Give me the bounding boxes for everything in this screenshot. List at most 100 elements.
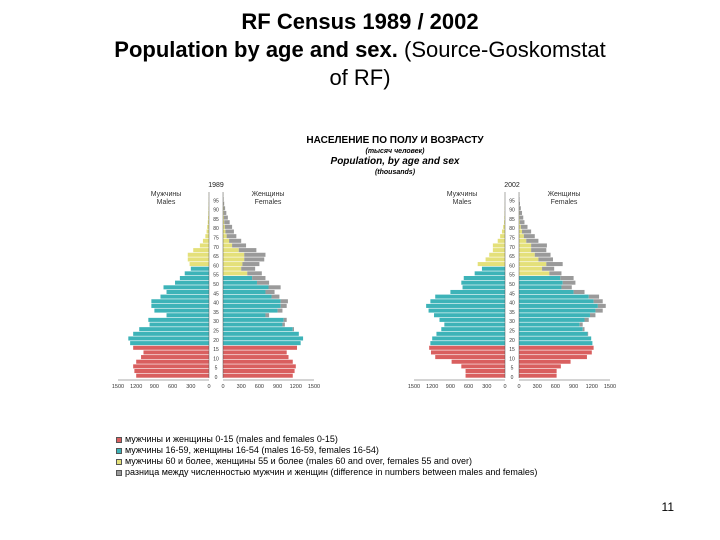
title-line-2: Population by age and sex. (Source-Gosko… [0,36,720,64]
bar-1989-female-excess-24 [242,262,260,267]
bar-2002-female-excess-33 [519,220,525,225]
age-tick-2002-10: 50 [509,282,515,288]
bar-2002-female-excess-32 [520,224,528,229]
bar-1989-female-35 [223,210,224,215]
bar-2002-female-excess-13 [589,313,596,318]
x-tick-right-2002-5: 1500 [604,384,616,390]
bar-1989-female-excess-37 [223,201,225,206]
bar-2002-male-10 [441,327,505,332]
bar-2002-male-34 [504,215,505,220]
age-tick-2002-1: 5 [511,366,514,372]
age-axis-2002 [505,192,519,378]
bar-1989-male-0 [136,373,209,378]
bar-2002-male-8 [432,336,505,341]
bar-2002-female-excess-20 [562,280,576,285]
x-tick-left-2002-4: 300 [482,384,491,390]
bar-2002-female-15 [519,303,598,308]
legend-label-elderly: мужчины 60 и более, женщины 55 и более (… [125,456,472,466]
age-tick-1989-1: 5 [215,366,218,372]
title-line-3: of RF) [329,65,391,90]
bar-2002-female-14 [519,308,596,313]
bar-2002-female-9 [519,331,588,336]
age-tick-2002-15: 75 [509,236,515,242]
bar-2002-male-26 [489,252,505,257]
legend-item-child: мужчины и женщины 0-15 (males and female… [116,434,537,445]
bar-2002-male-33 [504,220,505,225]
age-tick-1989-12: 60 [213,263,219,269]
bar-1989-female-9 [223,331,299,336]
bar-1989-male-15 [151,303,209,308]
bar-1989-female-21 [223,276,253,281]
bar-1989-male-21 [179,276,209,281]
bar-2002-female-excess-34 [519,215,524,220]
bar-1989-female-25 [223,257,245,262]
bar-1989-male-9 [133,331,209,336]
bar-2002-male-29 [497,238,505,243]
legend-swatch-difference [116,469,122,476]
bar-2002-female-22 [519,271,550,276]
bar-2002-female-28 [519,243,532,248]
age-tick-1989-7: 35 [213,310,219,316]
bar-1989-male-27 [193,248,209,253]
bar-2002-female-32 [519,224,521,229]
bar-1989-male-3 [136,359,209,364]
bar-1989-female-excess-19 [268,285,281,290]
bar-2002-female-29 [519,238,527,243]
females-label-ru-1989: Женщины [252,191,285,198]
bar-1989-male-1 [134,369,209,374]
age-tick-2002-18: 90 [509,208,515,214]
bar-2002-female-17 [519,294,589,299]
bar-1989-female-23 [223,266,242,271]
bar-2002-female-excess-16 [593,299,603,304]
bar-1989-male-5 [143,350,209,355]
x-tick-right-1989-4: 1200 [290,384,302,390]
females-label-ru-2002: Женщины [548,191,581,198]
bar-1989-female-27 [223,248,239,253]
bar-2002-male-15 [426,303,505,308]
bar-1989-male-10 [139,327,209,332]
bar-1989-male-24 [189,262,209,267]
bar-1989-female-excess-16 [280,299,288,304]
bar-1989-female-30 [223,234,227,239]
bar-2002-female-excess-14 [595,308,603,313]
chart-subtitle-en: (thousands) [375,169,416,176]
bar-2002-male-20 [461,280,505,285]
bar-1989-female-26 [223,252,245,257]
bar-1989-female-1 [223,369,295,374]
bar-2002-male-12 [439,317,505,322]
bar-2002-female-0 [519,373,557,378]
bar-1989-female-0 [223,373,293,378]
age-tick-2002-6: 30 [509,319,515,325]
x-tick-left-2002-3: 600 [464,384,473,390]
bar-2002-male-6 [429,345,505,350]
bar-1989-male-33 [207,220,209,225]
legend-label-difference: разница между численностью мужчин и женщ… [125,467,538,477]
bar-1989-male-25 [187,257,209,262]
x-tick-right-2002-3: 900 [569,384,578,390]
legend-swatch-elderly [116,458,122,465]
bar-1989-female-excess-12 [283,317,287,322]
bar-2002-female-excess-27 [531,248,547,253]
bar-1989-female-8 [223,336,304,341]
bar-1989-female-13 [223,313,266,318]
bar-2002-female-3 [519,359,571,364]
bar-1989-female-20 [223,280,257,285]
bar-1989-female-12 [223,317,284,322]
page-number: 11 [661,500,674,514]
bar-2002-male-31 [501,229,505,234]
females-label-en-2002: Females [551,199,578,206]
bar-1989-male-11 [149,322,209,327]
bar-2002-male-14 [428,308,505,313]
x-tick-left-1989-4: 300 [186,384,195,390]
bar-2002-female-25 [519,257,539,262]
bar-1989-female-excess-29 [229,238,242,243]
bar-1989-female-5 [223,350,287,355]
bar-1989-male-14 [154,308,209,313]
age-tick-2002-14: 70 [509,245,515,251]
age-tick-1989-9: 45 [213,291,219,297]
x-tick-left-1989-5: 0 [207,384,210,390]
bar-1989-female-6 [223,345,298,350]
bar-1989-female-excess-25 [244,257,265,262]
bar-2002-male-21 [463,276,505,281]
bar-1989-female-11 [223,322,283,327]
